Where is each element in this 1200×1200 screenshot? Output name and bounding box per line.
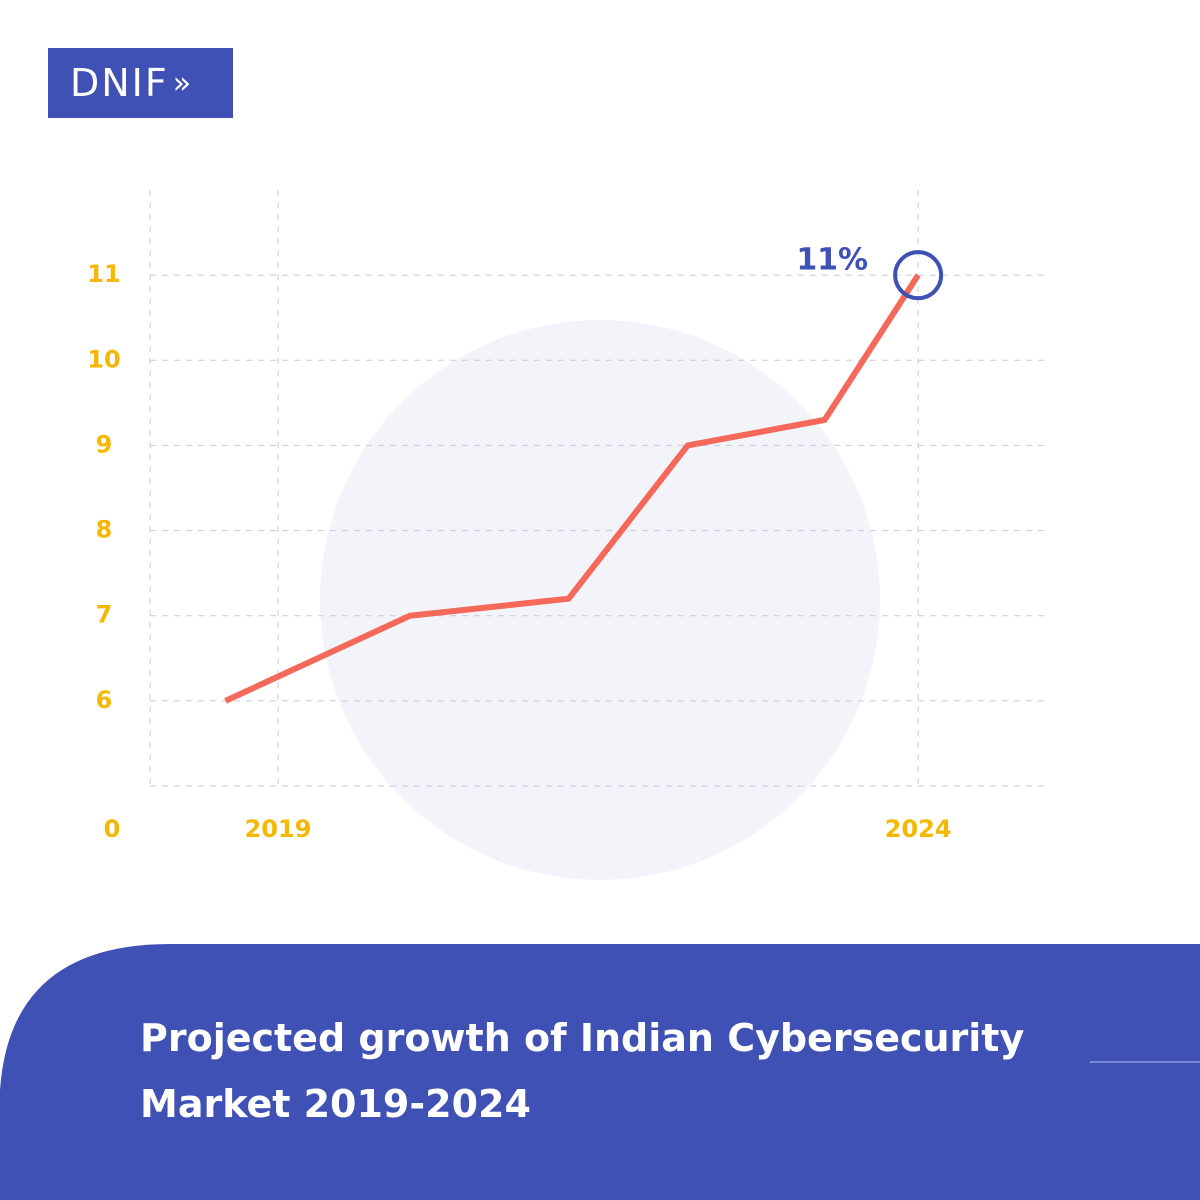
origin-label: 0 xyxy=(104,815,121,843)
logo-chevron: » xyxy=(172,65,194,101)
value-label: 11% xyxy=(796,243,868,278)
globe-decoration xyxy=(320,320,880,880)
highlight-ring xyxy=(893,250,944,301)
logo-text: DNIF xyxy=(70,61,169,105)
x-tick-label: 2019 xyxy=(245,815,312,843)
logo: DNIF» xyxy=(48,48,233,118)
y-tick-label: 7 xyxy=(96,601,113,629)
chart-title: Projected growth of Indian Cybersecurity… xyxy=(140,1016,1025,1126)
y-tick-label: 9 xyxy=(96,430,113,458)
data-line xyxy=(224,273,921,704)
x-tick-label: 2024 xyxy=(885,815,952,843)
y-tick-label: 10 xyxy=(87,345,120,373)
y-tick-label: 11 xyxy=(87,260,120,288)
footer-band xyxy=(0,944,1200,1200)
y-tick-label: 8 xyxy=(96,516,113,544)
y-tick-label: 6 xyxy=(96,686,113,714)
